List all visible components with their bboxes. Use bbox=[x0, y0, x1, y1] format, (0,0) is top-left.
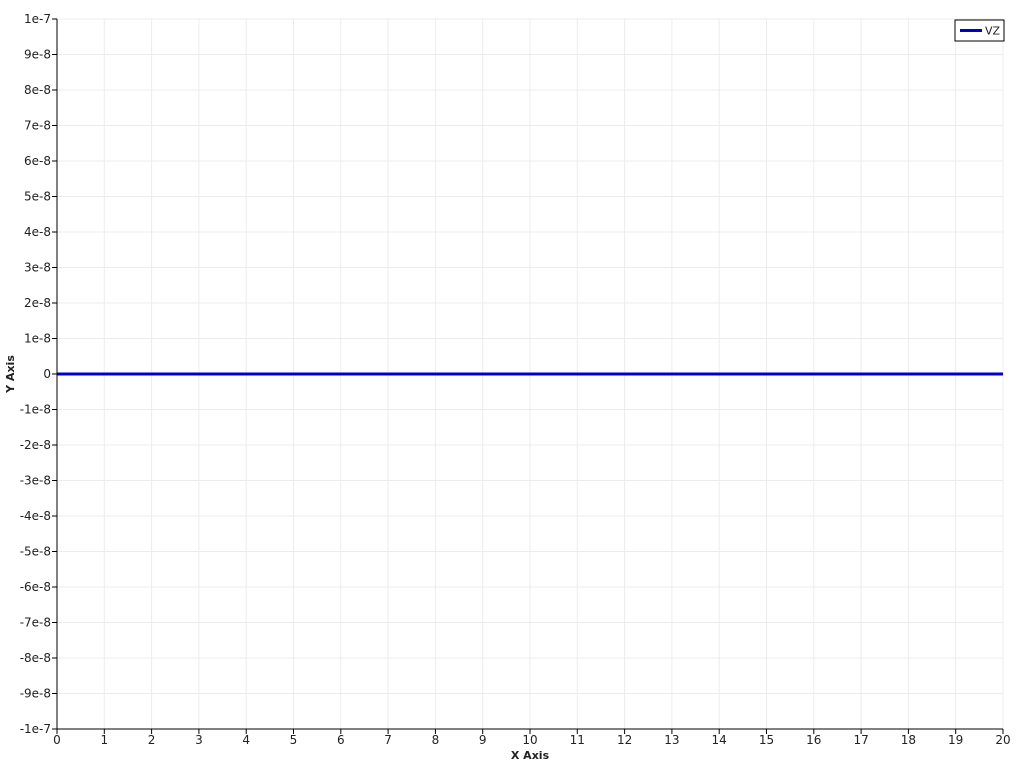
y-tick-label: -2e-8 bbox=[20, 438, 51, 452]
x-tick-label: 6 bbox=[337, 733, 345, 747]
y-tick-label: 1e-8 bbox=[24, 332, 51, 346]
x-tick-label: 1 bbox=[100, 733, 108, 747]
legend-label: VZ bbox=[985, 25, 1001, 38]
x-axis-title: X Axis bbox=[511, 749, 550, 762]
y-tick-label: 2e-8 bbox=[24, 296, 51, 310]
y-tick-label: -9e-8 bbox=[20, 687, 51, 701]
y-axis-title: Y Axis bbox=[4, 355, 17, 394]
x-tick-label: 14 bbox=[712, 733, 727, 747]
y-tick-label: 4e-8 bbox=[24, 225, 51, 239]
x-tick-label: 11 bbox=[570, 733, 585, 747]
x-tick-label: 10 bbox=[522, 733, 537, 747]
x-tick-label: 3 bbox=[195, 733, 203, 747]
x-tick-label: 19 bbox=[948, 733, 963, 747]
y-tick-label: -1e-7 bbox=[20, 722, 51, 736]
y-tick-label: -3e-8 bbox=[20, 474, 51, 488]
y-tick-label: -4e-8 bbox=[20, 509, 51, 523]
x-tick-label: 17 bbox=[853, 733, 868, 747]
x-tick-label: 9 bbox=[479, 733, 487, 747]
y-tick-label: -8e-8 bbox=[20, 651, 51, 665]
x-tick-label: 15 bbox=[759, 733, 774, 747]
y-tick-label: 9e-8 bbox=[24, 48, 51, 62]
y-tick-label: 0 bbox=[43, 367, 51, 381]
x-tick-label: 0 bbox=[53, 733, 61, 747]
x-tick-label: 2 bbox=[148, 733, 156, 747]
y-tick-label: -6e-8 bbox=[20, 580, 51, 594]
y-tick-label: 7e-8 bbox=[24, 119, 51, 133]
x-tick-label: 20 bbox=[995, 733, 1010, 747]
y-tick-label: 5e-8 bbox=[24, 190, 51, 204]
y-tick-label: 1e-7 bbox=[24, 12, 51, 26]
y-ticks: 1e-7 9e-8 8e-8 7e-8 6e-8 5e-8 4e-8 3e-8 2e-8 1e-8… bbox=[20, 12, 57, 736]
y-tick-label: -1e-8 bbox=[20, 403, 51, 417]
x-tick-label: 8 bbox=[432, 733, 440, 747]
y-tick-label: 6e-8 bbox=[24, 154, 51, 168]
x-tick-label: 5 bbox=[290, 733, 298, 747]
y-tick-label: -7e-8 bbox=[20, 616, 51, 630]
x-tick-label: 13 bbox=[664, 733, 679, 747]
x-ticks: 0 1 2 3 4 5 6 7 8 9 10 11 12 13 14 15 16 17 18 19 20 bbox=[53, 729, 1011, 747]
x-tick-label: 16 bbox=[806, 733, 821, 747]
y-tick-label: 3e-8 bbox=[24, 261, 51, 275]
x-tick-label: 4 bbox=[242, 733, 250, 747]
x-tick-label: 7 bbox=[384, 733, 392, 747]
x-tick-label: 18 bbox=[901, 733, 916, 747]
legend: VZ bbox=[954, 19, 1005, 42]
x-tick-label: 12 bbox=[617, 733, 632, 747]
y-tick-label: 8e-8 bbox=[24, 83, 51, 97]
y-tick-label: -5e-8 bbox=[20, 545, 51, 559]
